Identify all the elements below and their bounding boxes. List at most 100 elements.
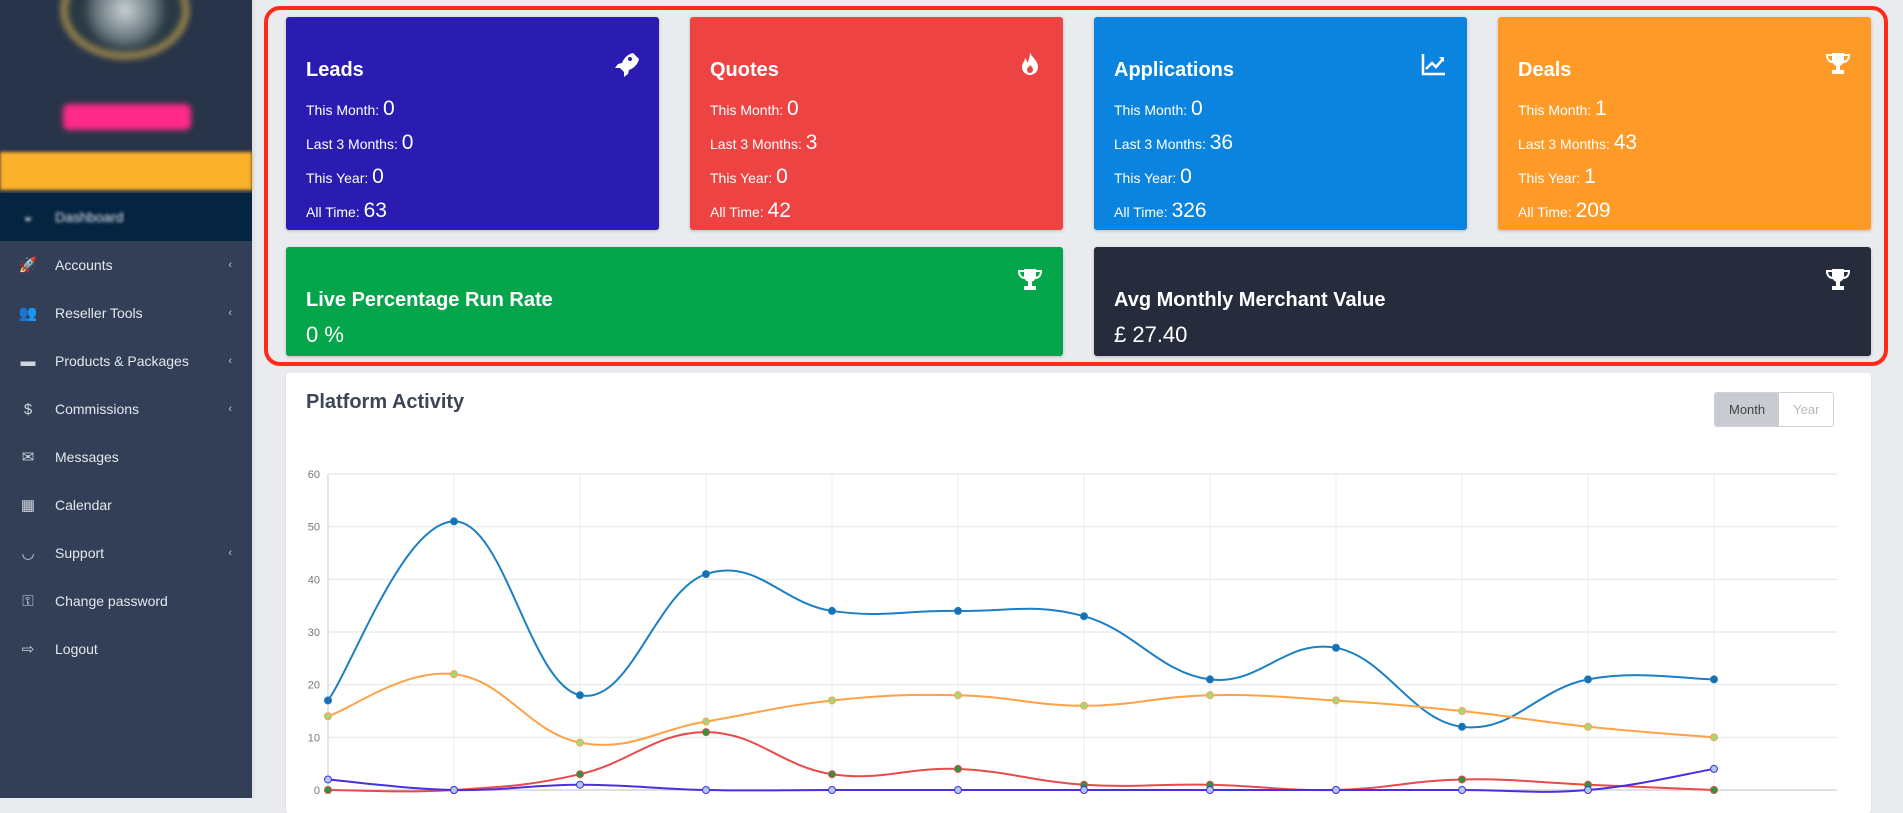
stat-label: This Month: xyxy=(710,102,784,118)
stat-last3: Last 3 Months: 43 xyxy=(1518,126,1851,160)
data-point xyxy=(702,786,710,794)
data-point xyxy=(954,786,962,794)
chevron-left-icon: ‹ xyxy=(228,259,232,271)
sidebar-item-accounts[interactable]: 🚀 Accounts ‹ xyxy=(0,241,252,289)
data-point xyxy=(1584,786,1592,794)
fire-icon xyxy=(1022,52,1038,75)
data-point xyxy=(576,691,584,700)
stat-label: Last 3 Months: xyxy=(306,136,398,152)
stat-card-quotes: Quotes This Month: 0 Last 3 Months: 3 This … xyxy=(690,17,1063,230)
avg-merchant-value-card: Avg Monthly Merchant Value £ 27.40 xyxy=(1094,247,1871,356)
year-button[interactable]: Year xyxy=(1793,402,1820,417)
stat-month: This Month: 0 xyxy=(1114,92,1447,126)
stat-label: All Time: xyxy=(306,204,360,220)
stat-value: 36 xyxy=(1209,131,1234,154)
data-point xyxy=(954,606,962,615)
month-button[interactable]: Month xyxy=(1715,393,1780,426)
data-point xyxy=(1332,786,1340,794)
card-title: Live Percentage Run Rate xyxy=(306,289,553,311)
data-point xyxy=(450,786,458,794)
data-point xyxy=(324,712,332,721)
stat-month: This Month: 0 xyxy=(710,92,1043,126)
trophy-icon xyxy=(1825,269,1851,290)
logout-icon: ⇨ xyxy=(21,641,35,658)
stat-value: 0 xyxy=(372,165,384,188)
chevron-left-icon: ‹ xyxy=(228,307,232,319)
sidebar-item-change-password[interactable]: ⚿ Change password xyxy=(0,577,252,625)
stat-card-applications: Applications This Month: 0 Last 3 Months: … xyxy=(1094,17,1467,230)
trophy-icon xyxy=(1017,269,1043,290)
sidebar-item-messages[interactable]: ✉ Messages xyxy=(0,433,252,481)
sidebar-item-calendar[interactable]: ▦ Calendar xyxy=(0,481,252,529)
data-point xyxy=(1710,675,1718,684)
y-tick-label: 10 xyxy=(308,732,320,744)
stat-value: 63 xyxy=(363,199,387,222)
sidebar-item-label: Change password xyxy=(55,593,168,609)
role-banner xyxy=(0,152,252,190)
data-point xyxy=(954,691,962,700)
series-line-2 xyxy=(327,731,1715,793)
sidebar-item-products-packages[interactable]: ▬ Products & Packages ‹ xyxy=(0,337,252,385)
sidebar-item-label: Reseller Tools xyxy=(55,305,143,321)
sidebar: ◒ Dashboard 🚀 Accounts ‹ 👥 Reseller Tools ‹ ▬ Pro… xyxy=(0,0,255,798)
y-tick-label: 0 xyxy=(314,785,320,797)
chevron-left-icon: ‹ xyxy=(228,547,232,559)
data-point xyxy=(702,728,710,737)
data-point xyxy=(1332,643,1340,652)
stat-value: 3 xyxy=(805,131,818,154)
stat-last3: Last 3 Months: 36 xyxy=(1114,126,1447,160)
stat-value: 0 xyxy=(401,131,414,154)
hdd-icon: ▬ xyxy=(20,352,36,370)
stat-year: This Year: 0 xyxy=(1114,160,1447,194)
card-value: 0 % xyxy=(306,322,344,347)
stat-all: All Time: 63 xyxy=(306,194,639,228)
stat-value: 1 xyxy=(1595,97,1607,120)
stat-value: 43 xyxy=(1613,131,1638,154)
data-point xyxy=(1458,775,1466,784)
sidebar-item-label: Accounts xyxy=(55,257,113,273)
stat-label: All Time: xyxy=(710,204,764,220)
stat-value: 0 xyxy=(1191,97,1203,120)
sidebar-item-support[interactable]: ◡ Support ‹ xyxy=(0,529,252,577)
users-icon: 👥 xyxy=(18,305,38,322)
data-point xyxy=(702,717,710,726)
stat-value: 326 xyxy=(1171,199,1207,222)
data-point xyxy=(576,738,584,747)
sidebar-item-commissions[interactable]: $ Commissions ‹ xyxy=(0,385,252,433)
card-title: Quotes xyxy=(710,59,779,81)
data-point xyxy=(576,780,584,789)
data-point xyxy=(324,786,332,794)
data-point xyxy=(1206,691,1214,700)
stat-last3: Last 3 Months: 0 xyxy=(306,126,639,160)
user-name-badge xyxy=(63,104,191,130)
stat-all: All Time: 326 xyxy=(1114,194,1447,228)
stat-label: This Year: xyxy=(306,170,369,186)
data-point xyxy=(1710,733,1718,742)
sidebar-item-dashboard[interactable]: ◒ Dashboard xyxy=(0,193,252,241)
sidebar-item-logout[interactable]: ⇨ Logout xyxy=(0,625,252,673)
sidebar-item-label: Calendar xyxy=(55,497,112,513)
data-point xyxy=(450,517,458,526)
stat-value: 0 xyxy=(787,97,799,120)
data-point xyxy=(1710,764,1718,773)
dollar-icon: $ xyxy=(23,400,33,418)
data-point xyxy=(828,770,836,779)
stat-value: 209 xyxy=(1575,199,1611,222)
stat-month: This Month: 1 xyxy=(1518,92,1851,126)
chart-title: Platform Activity xyxy=(306,391,465,413)
stat-all: All Time: 42 xyxy=(710,194,1043,228)
run-rate-card: Live Percentage Run Rate 0 % xyxy=(286,247,1063,356)
stat-label: This Month: xyxy=(1114,102,1188,118)
stat-label: This Year: xyxy=(1518,170,1581,186)
rocket-icon: 🚀 xyxy=(18,257,38,274)
sidebar-item-reseller-tools[interactable]: 👥 Reseller Tools ‹ xyxy=(0,289,252,337)
series-line-3 xyxy=(327,767,1715,793)
trophy-icon xyxy=(1825,53,1851,74)
data-point xyxy=(828,606,836,615)
stat-card-deals: Deals This Month: 1 Last 3 Months: 43 This … xyxy=(1498,17,1871,230)
stat-label: Last 3 Months: xyxy=(710,136,802,152)
card-value: £ 27.40 xyxy=(1114,322,1188,347)
data-point xyxy=(324,696,332,705)
stat-card-leads: Leads This Month: 0 Last 3 Months: 0 This Y… xyxy=(286,17,659,230)
stat-value: 1 xyxy=(1584,165,1596,188)
